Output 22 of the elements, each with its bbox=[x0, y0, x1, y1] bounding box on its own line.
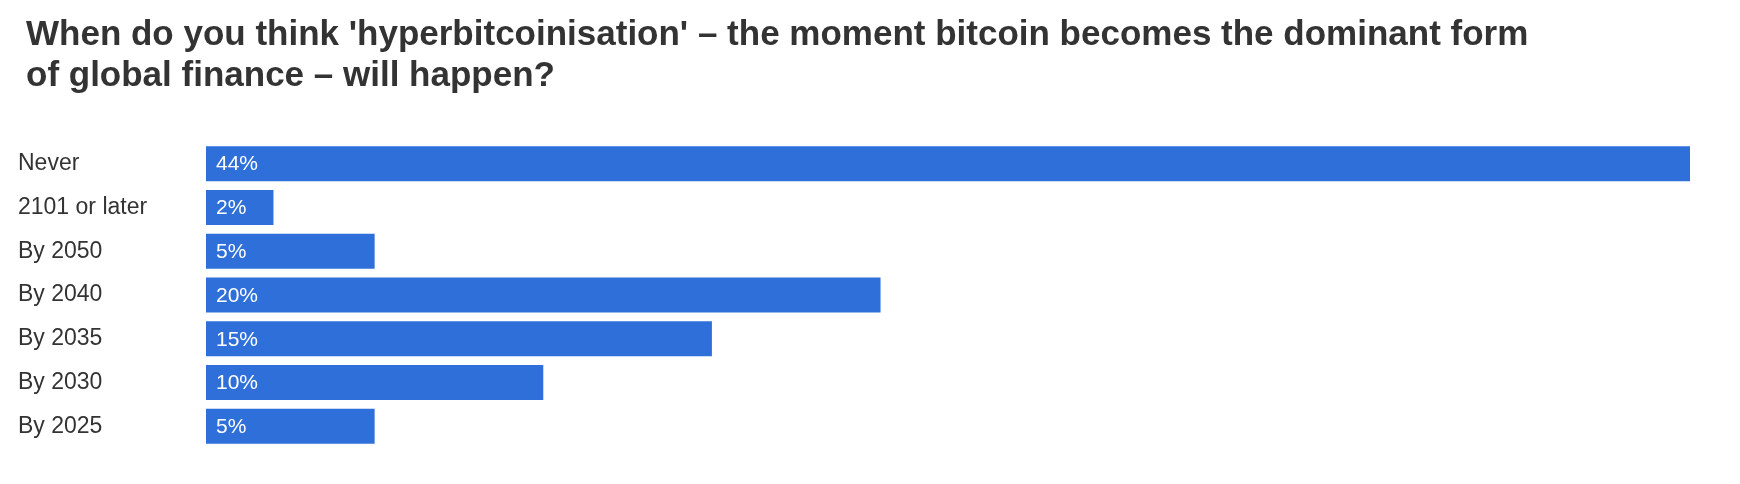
y-tick-label: By 2025 bbox=[18, 411, 103, 438]
bar bbox=[206, 277, 881, 313]
bar bbox=[206, 321, 712, 357]
y-tick-label: Never bbox=[18, 149, 80, 176]
data-label: 20% bbox=[216, 282, 259, 306]
y-tick-label: By 2050 bbox=[18, 236, 103, 263]
bar bbox=[206, 365, 544, 401]
data-label: 5% bbox=[216, 239, 247, 263]
data-label: 44% bbox=[216, 151, 259, 175]
bar bbox=[206, 408, 375, 444]
data-label: 2% bbox=[216, 195, 247, 219]
bar bbox=[206, 146, 1690, 182]
y-tick-label: 2101 or later bbox=[18, 192, 148, 219]
bar bbox=[206, 189, 274, 225]
y-tick-label: By 2040 bbox=[18, 280, 103, 307]
y-tick-label: By 2030 bbox=[18, 367, 103, 394]
bar bbox=[206, 233, 375, 269]
chart-title: When do you think 'hyperbitcoinisation' – the moment bitcoin becomes the dominant form of global finance – will happen? bbox=[26, 12, 1530, 94]
data-label: 5% bbox=[216, 414, 247, 438]
y-tick-label: By 2035 bbox=[18, 324, 103, 351]
data-label: 15% bbox=[216, 326, 259, 350]
data-label: 10% bbox=[216, 370, 259, 394]
